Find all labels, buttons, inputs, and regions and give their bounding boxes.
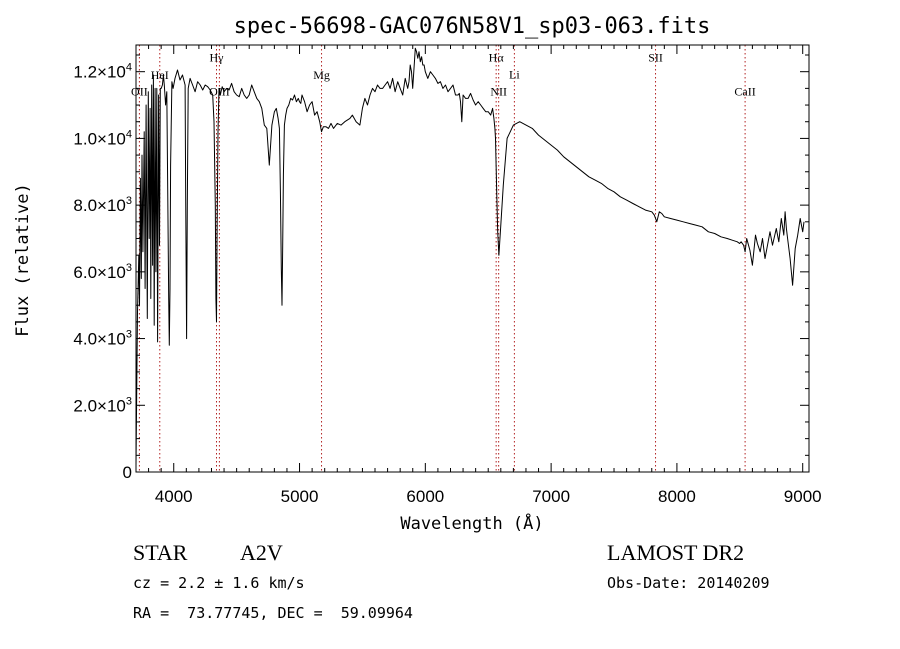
y-tick-label: 2.0×103 [73,395,132,415]
y-tick-mantissa: 1.2×10 [73,63,125,82]
y-tick-label: 6.0×103 [73,262,132,282]
redshift-velocity: cz = 2.2 ± 1.6 km/s [133,574,305,592]
y-tick-exponent: 3 [126,395,132,407]
y-tick-mantissa: 4.0×10 [73,330,125,349]
y-tick-exponent: 3 [126,262,132,274]
chart-title: spec-56698-GAC076N58V1_sp03-063.fits [234,14,711,39]
line-label-Mg: Mg [313,68,330,82]
x-tick-label: 9000 [784,487,822,506]
y-tick-label: 4.0×103 [73,329,132,349]
y-tick-label: 1.0×104 [73,128,132,148]
line-label-OII: OII [131,85,148,99]
y-tick-exponent: 3 [126,195,132,207]
y-tick-label: 0 [123,463,132,482]
line-label-CaII: CaII [734,85,755,99]
survey-name: LAMOST DR2 [607,540,745,565]
spectrum-series [135,47,805,466]
plot-frame [135,44,810,473]
y-axis: 02.0×1034.0×1036.0×1038.0×1031.0×1041.2×… [73,54,809,482]
x-tick-label: 5000 [281,487,319,506]
x-axis-label: Wavelength (Å) [400,512,543,534]
x-axis: 4000 5000 6000 7000 8000 9000 [135,45,822,506]
y-tick-mantissa: 1.0×10 [73,129,125,148]
y-axis-label: Flux (relative) [13,183,33,337]
y-tick-label: 1.2×104 [73,62,132,82]
line-label-NII: NII [490,85,507,99]
line-label-Li: Li [509,67,520,81]
observation-date: Obs-Date: 20140209 [607,574,770,592]
line-label-Halpha: Hα [489,51,505,65]
spectrum-line [135,47,805,466]
x-tick-label: 8000 [658,487,696,506]
x-tick-label: 7000 [532,487,570,506]
y-tick-mantissa: 8.0×10 [73,196,125,215]
y-tick-mantissa: 0 [123,463,132,482]
y-tick-exponent: 4 [126,62,132,74]
x-tick-label: 6000 [406,487,444,506]
y-tick-exponent: 4 [126,128,132,140]
line-label-HeI: HeI [151,68,169,82]
x-tick-label: 4000 [155,487,193,506]
y-tick-mantissa: 6.0×10 [73,263,125,282]
coordinates: RA = 73.77745, DEC = 59.09964 [133,604,413,622]
y-tick-mantissa: 2.0×10 [73,396,125,415]
y-tick-exponent: 3 [126,329,132,341]
line-label-Hgamma: Hγ [210,51,225,65]
line-label-SII: SII [648,51,663,65]
object-class: STAR [133,540,188,565]
spectral-subclass: A2V [240,540,283,565]
y-tick-label: 8.0×103 [73,195,132,215]
